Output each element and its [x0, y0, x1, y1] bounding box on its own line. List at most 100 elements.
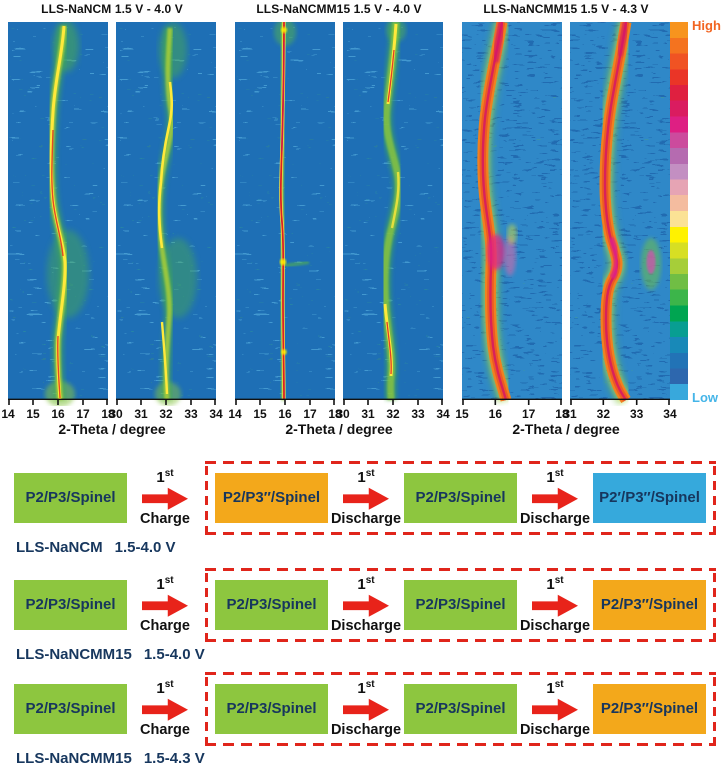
x-axis-ticks-3a: 15 16 17 18	[452, 407, 572, 421]
arrow-word: Discharge	[330, 617, 402, 634]
phase-flow-row-1: P2/P3/Spinel 1st Charge P2/P3″/Spinel 1s…	[14, 461, 716, 535]
cycle-ordinal: 1st	[357, 575, 375, 593]
cycle-ordinal: 1st	[546, 679, 564, 697]
x-tick-label: 16	[51, 407, 65, 421]
x-tick-label: 15	[26, 407, 40, 421]
phase-box-initial: P2/P3/Spinel	[14, 683, 127, 734]
arrow-word: Charge	[140, 617, 190, 634]
cycle-ordinal: 1st	[546, 575, 564, 593]
dashed-phase-group: P2/P3/Spinel 1st Discharge P2/P3/Spinel …	[205, 672, 716, 746]
x-tick-label: 32	[159, 407, 173, 421]
x-axis-ticks-3b: 31 32 33 34	[560, 407, 680, 421]
phase-box: P2/P3/Spinel	[404, 472, 517, 523]
cycle-ordinal: 1st	[357, 468, 375, 486]
x-tick-label: 32	[596, 407, 610, 421]
right-arrow-icon	[142, 594, 188, 617]
cycle-ordinal: 1st	[156, 679, 174, 697]
phase-box: P2/P3″/Spinel	[593, 579, 706, 630]
x-axis-label-2: 2-Theta / degree	[285, 421, 393, 437]
diffraction-trace	[153, 22, 197, 406]
xrd-heatmap-panel-3b	[570, 22, 670, 406]
phase-box: P2/P3/Spinel	[215, 683, 328, 734]
charge-arrow: 1st Charge	[127, 468, 203, 527]
flow-row-label-2: LLS-NaNCMM15 1.5-4.0 V	[16, 646, 205, 663]
discharge-arrow: 1st Discharge	[328, 679, 404, 738]
phase-box: P2/P3″/Spinel	[215, 472, 328, 523]
x-axis-label-3: 2-Theta / degree	[512, 421, 620, 437]
diffraction-trace	[594, 22, 661, 406]
xrd-heatmap-panel-1b	[116, 22, 216, 406]
arrow-word: Discharge	[330, 721, 402, 738]
x-tick-label: 33	[184, 407, 198, 421]
dashed-phase-group: P2/P3″/Spinel 1st Discharge P2/P3/Spinel…	[205, 461, 716, 535]
colorbar	[670, 22, 688, 400]
x-tick-label: 32	[386, 407, 400, 421]
cycle-ordinal: 1st	[357, 679, 375, 697]
x-tick-label: 34	[436, 407, 450, 421]
diffraction-trace	[274, 22, 310, 401]
x-tick-label: 33	[629, 407, 644, 421]
x-tick-label: 15	[253, 407, 267, 421]
panel-group-title-3: LLS-NaNCMM15 1.5 V - 4.3 V	[483, 2, 649, 16]
phase-box: P2/P3″/Spinel	[593, 683, 706, 734]
panel-group-title-2: LLS-NaNCMM15 1.5 V - 4.0 V	[256, 2, 422, 16]
diffraction-trace	[472, 22, 517, 403]
discharge-arrow: 1st Discharge	[328, 575, 404, 634]
colorbar-low-label: Low	[692, 390, 718, 405]
phase-box: P2/P3/Spinel	[215, 579, 328, 630]
phase-flow-row-2: P2/P3/Spinel 1st Charge P2/P3/Spinel 1st…	[14, 568, 716, 642]
x-tick-label: 30	[109, 407, 123, 421]
x-tick-label: 14	[228, 407, 242, 421]
right-arrow-icon	[343, 487, 389, 510]
x-tick-label: 16	[278, 407, 292, 421]
x-tick-label: 18	[555, 407, 569, 421]
x-tick-label: 16	[488, 407, 502, 421]
x-tick-label: 17	[76, 407, 90, 421]
phase-box: P2/P3/Spinel	[404, 579, 517, 630]
x-tick-label: 33	[411, 407, 425, 421]
x-tick-label: 30	[336, 407, 350, 421]
arrow-word: Charge	[140, 510, 190, 527]
dashed-phase-group: P2/P3/Spinel 1st Discharge P2/P3/Spinel …	[205, 568, 716, 642]
x-tick-label: 14	[1, 407, 15, 421]
right-arrow-icon	[532, 594, 578, 617]
panel-group-title-1: LLS-NaNCM 1.5 V - 4.0 V	[41, 2, 183, 16]
cycle-ordinal: 1st	[156, 468, 174, 486]
charge-arrow: 1st Charge	[127, 575, 203, 634]
arrow-word: Charge	[140, 721, 190, 738]
x-tick-label: 17	[521, 407, 536, 421]
x-tick-label: 31	[361, 407, 375, 421]
cycle-ordinal: 1st	[156, 575, 174, 593]
x-tick-label: 15	[455, 407, 469, 421]
x-tick-label: 17	[303, 407, 317, 421]
flow-row-label-3: LLS-NaNCMM15 1.5-4.3 V	[16, 750, 205, 767]
x-tick-label: 31	[134, 407, 148, 421]
x-tick-label: 31	[563, 407, 577, 421]
xrd-heatmap-panel-2a	[235, 22, 335, 405]
discharge-arrow: 1st Discharge	[328, 468, 404, 527]
discharge-arrow: 1st Discharge	[517, 468, 593, 527]
x-axis-label-1: 2-Theta / degree	[58, 421, 166, 437]
x-axis-ticks-1a: 14 15 16 17 18	[0, 407, 118, 421]
right-arrow-icon	[142, 698, 188, 721]
phase-box: P2′/P3″/Spinel	[593, 472, 706, 523]
xrd-heatmap-panel-2b	[343, 22, 443, 405]
phase-box: P2/P3/Spinel	[404, 683, 517, 734]
right-arrow-icon	[343, 698, 389, 721]
x-tick-label: 34	[209, 407, 223, 421]
arrow-word: Discharge	[519, 721, 591, 738]
x-axis-ticks-2a: 14 15 16 17 18	[225, 407, 345, 421]
right-arrow-icon	[142, 487, 188, 510]
arrow-word: Discharge	[330, 510, 402, 527]
right-arrow-icon	[343, 594, 389, 617]
phase-box-initial: P2/P3/Spinel	[14, 579, 127, 630]
phase-flow-row-3: P2/P3/Spinel 1st Charge P2/P3/Spinel 1st…	[14, 672, 716, 746]
colorbar-high-label: High	[692, 18, 721, 33]
discharge-arrow: 1st Discharge	[517, 575, 593, 634]
arrow-word: Discharge	[519, 510, 591, 527]
x-tick-label: 34	[663, 407, 677, 421]
charge-arrow: 1st Charge	[127, 679, 203, 738]
x-tick-label: 18	[101, 407, 115, 421]
diffraction-trace	[379, 22, 406, 401]
